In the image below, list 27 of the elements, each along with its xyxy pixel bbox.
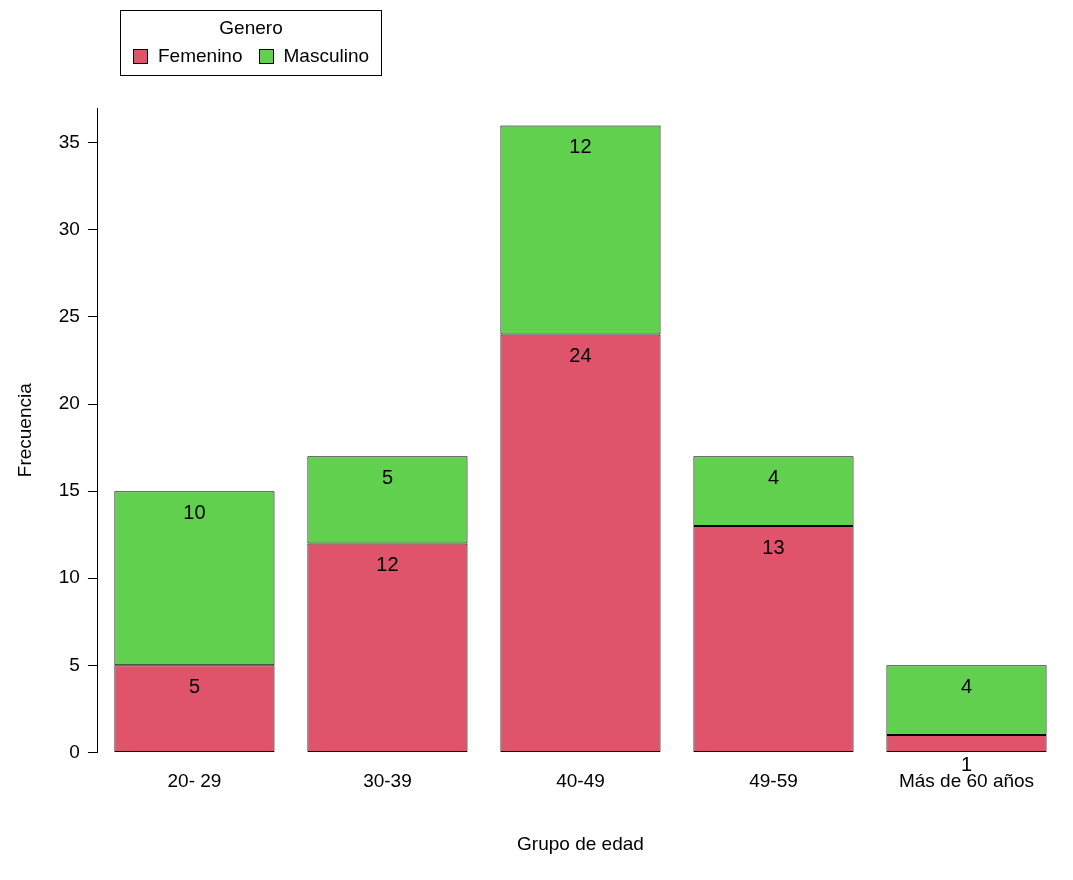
data-label: 12 bbox=[376, 552, 399, 575]
y-tick-label: 0 bbox=[69, 740, 80, 762]
x-tick-label: 40-49 bbox=[556, 770, 605, 792]
y-tick-label: 10 bbox=[58, 566, 80, 588]
y-tick-label: 5 bbox=[69, 653, 80, 675]
data-label: 5 bbox=[188, 674, 200, 697]
y-tick-label: 35 bbox=[58, 131, 80, 153]
data-label: 24 bbox=[569, 343, 592, 366]
data-label: 13 bbox=[762, 535, 785, 558]
x-tick-label: 20- 29 bbox=[167, 770, 222, 792]
data-label: 5 bbox=[381, 465, 394, 488]
data-label: 10 bbox=[183, 500, 206, 523]
y-tick-label: 25 bbox=[58, 305, 80, 327]
y-tick-label: 15 bbox=[58, 479, 80, 501]
x-axis-title: Grupo de edad bbox=[517, 832, 644, 854]
x-tick-label: 30-39 bbox=[363, 770, 412, 792]
legend-label: Masculino bbox=[283, 45, 370, 67]
legend-label: Femenino bbox=[158, 45, 243, 67]
data-label: 12 bbox=[569, 134, 592, 157]
x-tick-label: 49-59 bbox=[749, 770, 798, 792]
x-tick-label: Más de 60 años bbox=[898, 770, 1035, 792]
data-label: 4 bbox=[767, 465, 780, 488]
legend-title: Genero bbox=[218, 17, 284, 39]
y-tick-label: 20 bbox=[58, 392, 80, 414]
y-tick-label: 30 bbox=[58, 218, 80, 240]
y-axis-title: Frecuencia bbox=[13, 382, 35, 478]
data-label: 4 bbox=[960, 674, 973, 697]
